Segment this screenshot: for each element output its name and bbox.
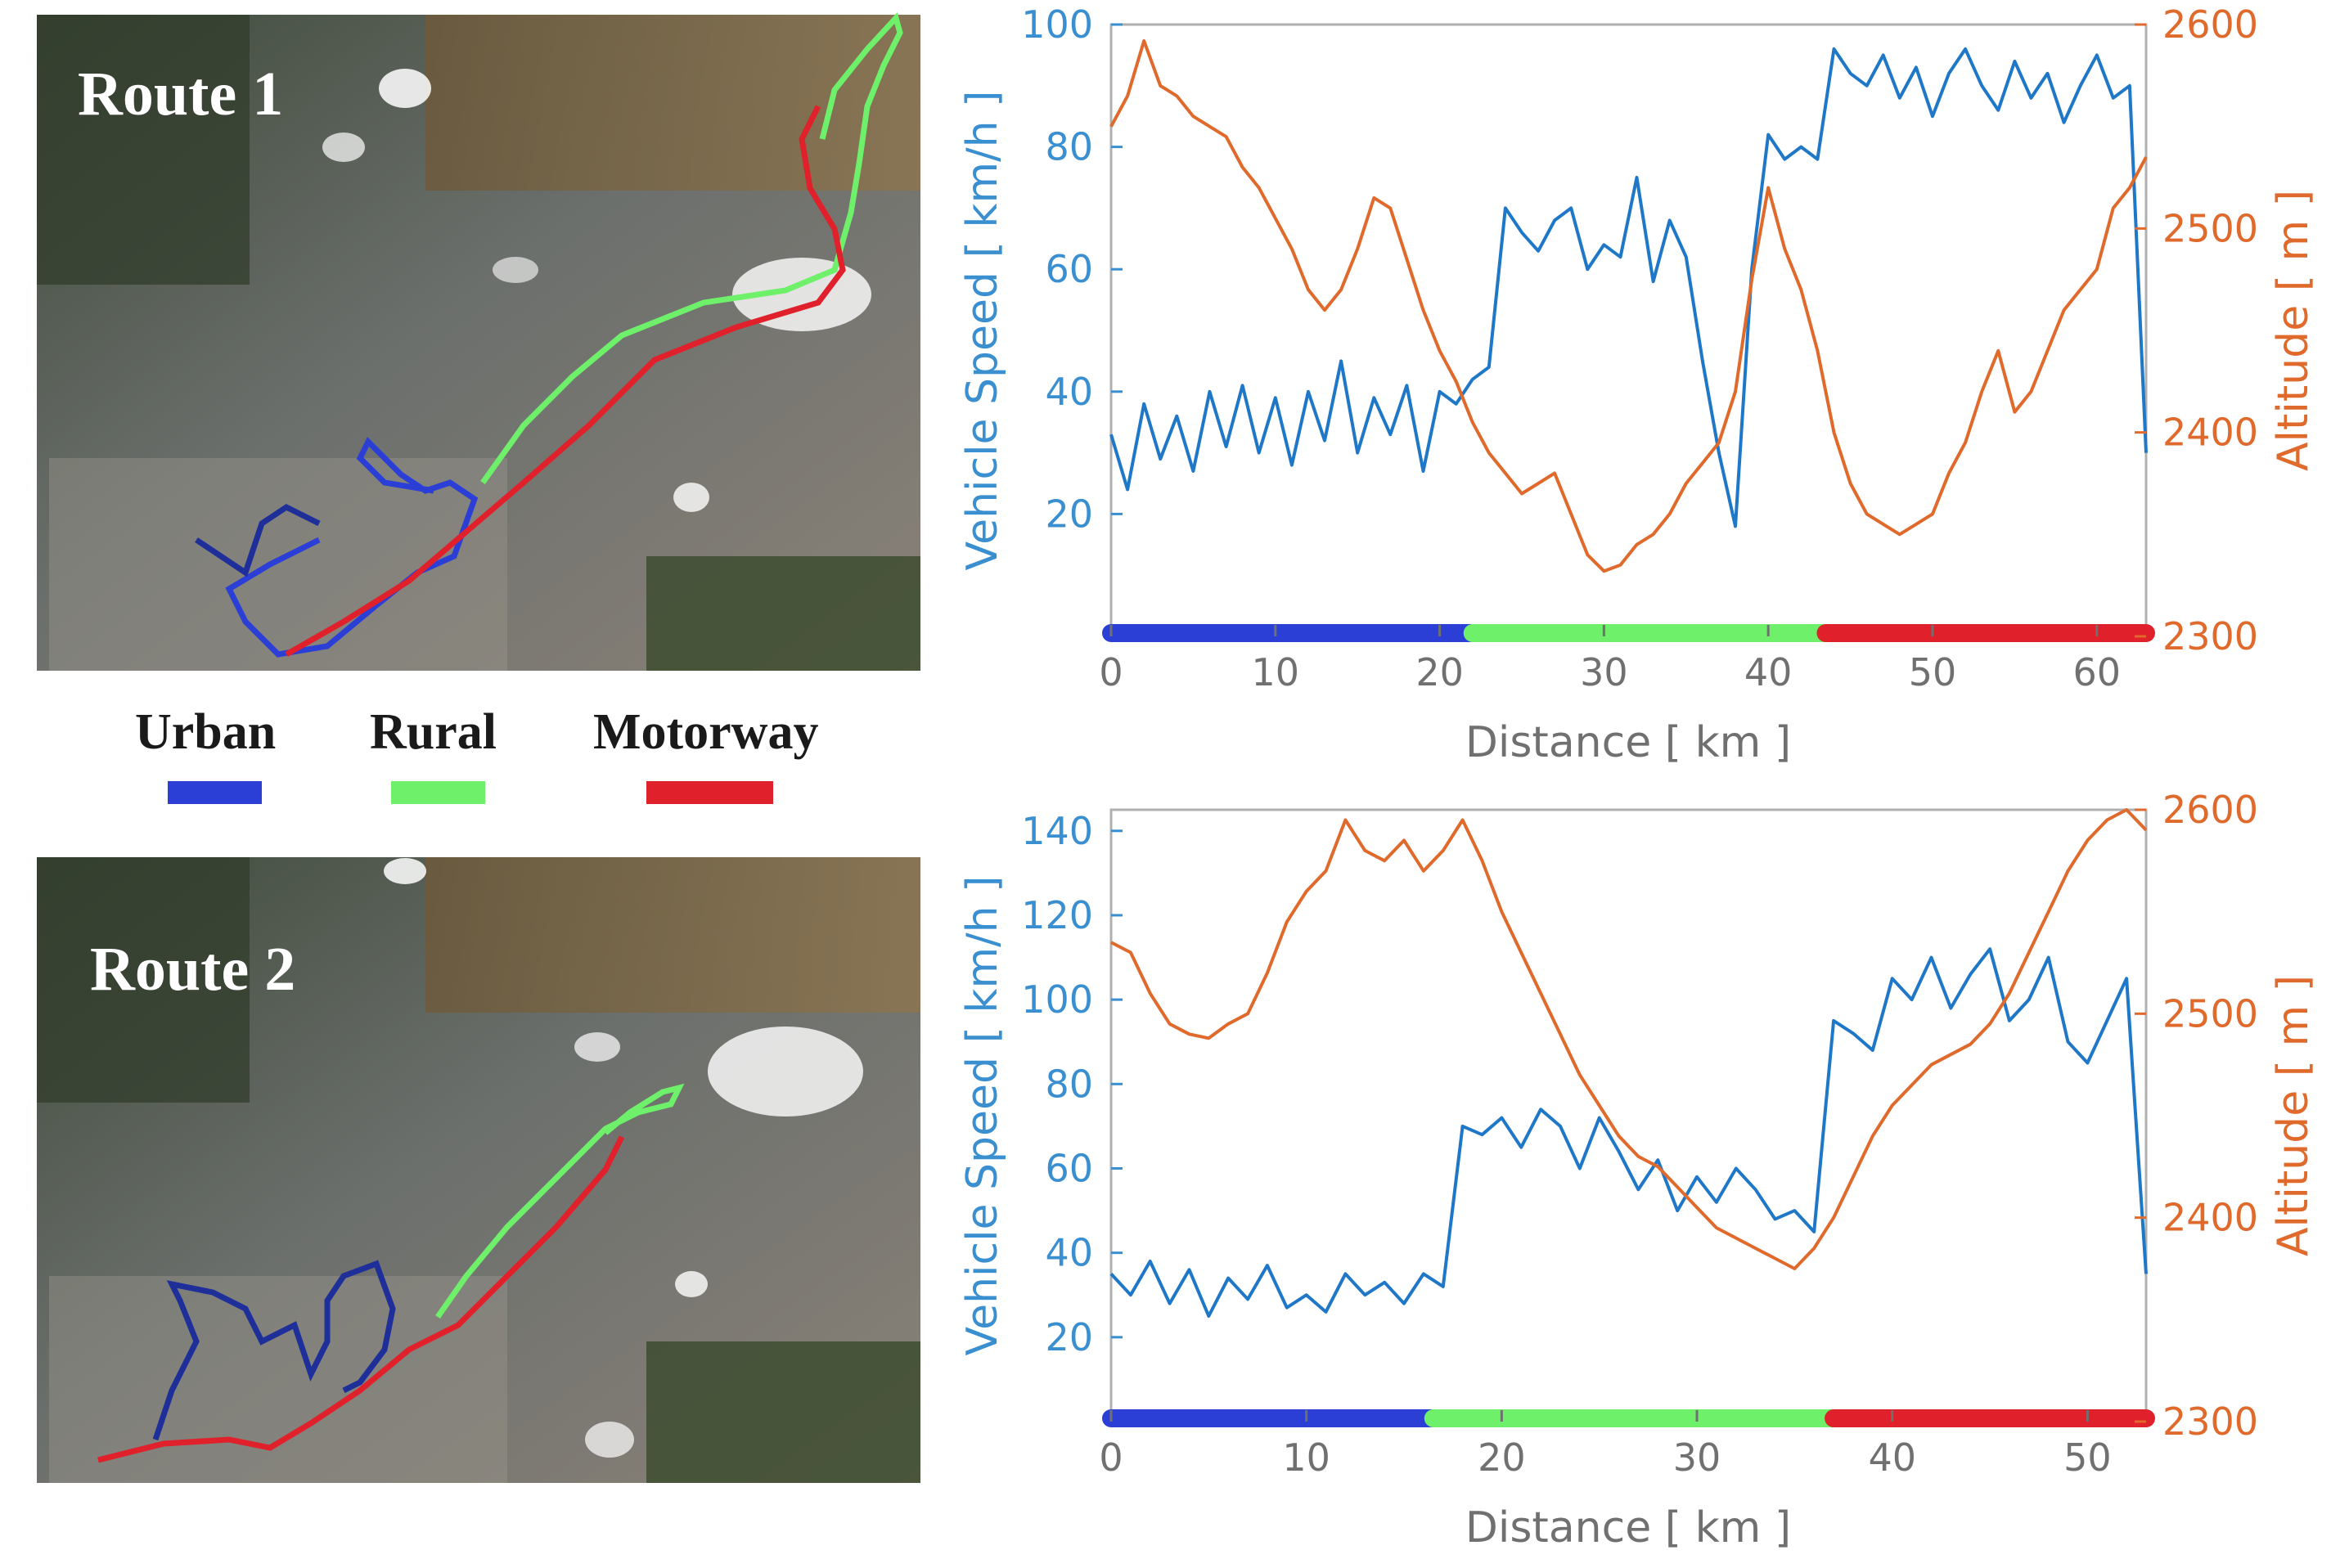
- x-tick-label: 0: [1099, 650, 1123, 694]
- right-axis-ticks: 2300 2400 2500 2600: [2135, 2, 2258, 658]
- right-tick-label: 2400: [2162, 411, 2258, 455]
- left-tick-label: 60: [1045, 1146, 1093, 1190]
- right-tick-label: 2400: [2162, 1196, 2258, 1240]
- series-line-altitude: [1109, 38, 2148, 573]
- map-field-area: [425, 857, 920, 1013]
- right-axis-label: Altitude [ m ]: [2269, 190, 2318, 471]
- right-axis-label: Altitude [ m ]: [2269, 975, 2318, 1256]
- route-1-urban-path: [225, 437, 479, 658]
- left-tick-label: 40: [1045, 1231, 1093, 1275]
- left-tick-label: 20: [1045, 1315, 1093, 1359]
- map-cloud: [585, 1422, 634, 1458]
- left-tick-label: 140: [1021, 809, 1093, 853]
- series-line-vehicle-speed: [1109, 47, 2148, 528]
- plot-area: [1109, 23, 2148, 638]
- x-tick-label: 50: [1909, 650, 1957, 694]
- legend-swatch-urban: [168, 781, 262, 804]
- legend: Urban Rural Motorway: [135, 704, 818, 804]
- map-forest-area: [37, 857, 250, 1103]
- left-tick-label: 20: [1045, 492, 1093, 536]
- x-axis-label: Distance [ km ]: [1465, 1503, 1791, 1552]
- route-1-urban-branch: [195, 503, 321, 577]
- legend-label-urban: Urban: [135, 704, 276, 760]
- map-cloud: [675, 1271, 708, 1297]
- legend-label-rural: Rural: [370, 704, 497, 760]
- route-2-motorway-path: [97, 1135, 625, 1463]
- map-cloud: [574, 1032, 620, 1062]
- map-cloud: [673, 483, 709, 512]
- map-cloud: [708, 1027, 863, 1116]
- x-tick-label: 30: [1673, 1435, 1721, 1480]
- series-line-altitude: [1110, 808, 2148, 1270]
- x-axis-ticks: 0 10 20 30 40 50 60: [1099, 625, 2121, 694]
- left-tick-label: 80: [1045, 1062, 1093, 1106]
- map-field-area: [425, 15, 920, 191]
- x-tick-label: 40: [1744, 650, 1793, 694]
- series-lines: [1109, 38, 2148, 573]
- series-lines: [1109, 808, 2148, 1318]
- route-2-rural-path: [435, 1083, 685, 1319]
- legend-swatch-motorway: [646, 781, 773, 804]
- x-tick-label: 0: [1099, 1435, 1123, 1480]
- chart-route-1: 0 10 20 30 40 50 60 20 40 60 80 100 2300 2400 2500 26…: [958, 2, 2318, 767]
- left-axis-ticks: 20 40 60 80 100 120 140: [1021, 809, 1123, 1359]
- plot-area: [1109, 808, 2148, 1423]
- right-tick-label: 2300: [2162, 1400, 2258, 1444]
- x-tick-label: 40: [1868, 1435, 1916, 1480]
- map-label-route-2: Route 2: [90, 935, 295, 1004]
- left-axis-ticks: 20 40 60 80 100: [1021, 2, 1123, 536]
- right-tick-label: 2600: [2162, 788, 2258, 832]
- left-tick-label: 100: [1021, 977, 1093, 1022]
- right-tick-label: 2600: [2162, 2, 2258, 47]
- map-city-area: [49, 1276, 507, 1483]
- x-tick-label: 20: [1415, 650, 1464, 694]
- legend-swatch-rural: [391, 781, 485, 804]
- series-line-vehicle-speed: [1109, 947, 2148, 1318]
- map-cloud: [322, 133, 365, 162]
- left-tick-label: 120: [1021, 893, 1093, 937]
- x-axis-ticks: 0 10 20 30 40 50: [1099, 1410, 2112, 1480]
- x-tick-label: 10: [1252, 650, 1300, 694]
- left-tick-label: 60: [1045, 247, 1093, 291]
- right-tick-label: 2500: [2162, 206, 2258, 250]
- chart-route-2: 0 10 20 30 40 50 20 40 60 80 100 120 140 2300 2400 25…: [958, 788, 2318, 1552]
- map-cloud: [379, 69, 431, 108]
- map-cloud: [384, 858, 426, 884]
- map-route-1: Route 1: [37, 12, 920, 671]
- route-2-urban-path: [152, 1260, 396, 1441]
- right-tick-label: 2300: [2162, 614, 2258, 658]
- map-forest-area: [37, 15, 250, 285]
- route-1-rural-path: [480, 12, 903, 485]
- x-tick-label: 20: [1478, 1435, 1526, 1480]
- left-axis-label: Vehicle Speed [ km/h ]: [958, 876, 1007, 1356]
- right-axis-ticks: 2300 2400 2500 2600: [2135, 788, 2258, 1444]
- left-tick-label: 80: [1045, 125, 1093, 169]
- map-cloud: [493, 257, 538, 283]
- x-tick-label: 60: [2072, 650, 2121, 694]
- map-route-2: Route 2: [37, 857, 920, 1483]
- map-forest-area: [646, 556, 920, 671]
- route-1-motorway-path: [285, 105, 846, 658]
- legend-label-motorway: Motorway: [593, 704, 818, 760]
- left-tick-label: 100: [1021, 2, 1093, 47]
- x-axis-label: Distance [ km ]: [1465, 718, 1791, 767]
- left-axis-label: Vehicle Speed [ km/h ]: [958, 91, 1007, 571]
- right-tick-label: 2500: [2162, 991, 2258, 1036]
- left-tick-label: 40: [1045, 370, 1093, 414]
- x-tick-label: 30: [1580, 650, 1628, 694]
- x-tick-label: 10: [1282, 1435, 1330, 1480]
- x-tick-label: 50: [2063, 1435, 2112, 1480]
- map-label-route-1: Route 1: [78, 60, 283, 128]
- map-forest-area: [646, 1341, 920, 1483]
